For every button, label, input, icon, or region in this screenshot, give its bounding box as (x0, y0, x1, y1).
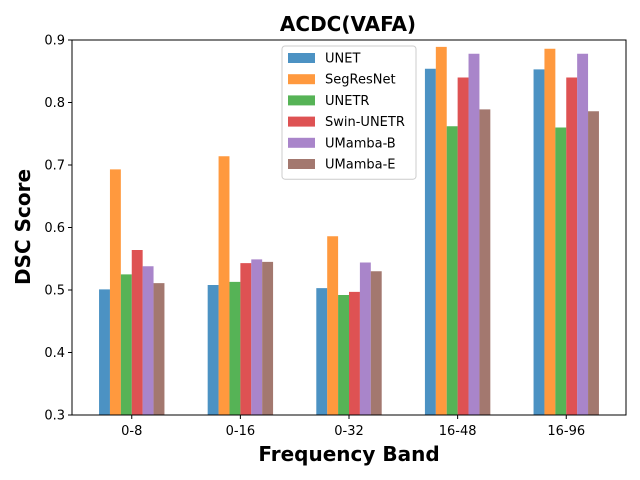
legend-label: UNETR (325, 94, 369, 109)
bar-unet-0-32 (316, 288, 328, 416)
bar-unetr-0-32 (338, 295, 349, 415)
bar-unet-0-8 (99, 289, 110, 416)
bar-umamba-b-0-8 (142, 266, 154, 415)
x-tick-label: 0-8 (121, 424, 142, 439)
bar-unet-0-16 (207, 285, 219, 415)
bar-umamba-b-0-16 (251, 259, 263, 416)
x-axis: 0-8 0-16 0-32 16-48 16-96 (121, 415, 585, 439)
bar-umamba-b-16-48 (468, 53, 480, 415)
bar-unetr-0-8 (120, 274, 132, 416)
legend-label: Swin-UNETR (325, 115, 405, 130)
bar-segresnet-0-8 (109, 169, 121, 415)
legend-swatch (288, 137, 315, 148)
legend-swatch (288, 74, 315, 85)
legend-swatch (288, 53, 315, 63)
bar-umamba-e-0-32 (370, 271, 382, 415)
bar-swin-unetr-0-32 (349, 291, 360, 416)
legend-label: SegResNet (325, 73, 396, 88)
bar-umamba-b-0-32 (359, 262, 371, 415)
bar-unetr-0-16 (229, 281, 241, 416)
y-tick-label: 0.8 (44, 96, 65, 111)
y-tick-label: 0.9 (44, 34, 65, 49)
y-tick-label: 0.7 (44, 159, 65, 174)
y-axis-title: DSC Score (11, 169, 35, 285)
bar-swin-unetr-0-16 (240, 263, 252, 416)
legend-swatch (288, 95, 315, 106)
bar-unet-16-96 (533, 69, 545, 415)
legend-label: UMamba-B (325, 136, 396, 151)
y-tick-label: 0.4 (44, 346, 65, 361)
bar-swin-unetr-16-96 (566, 77, 578, 415)
x-tick-label: 16-96 (547, 424, 585, 439)
legend-box (281, 45, 417, 180)
bar-unet-16-48 (424, 68, 436, 415)
chart-title: ACDC(VAFA) (280, 12, 416, 36)
bar-swin-unetr-16-48 (457, 77, 469, 415)
bar-unetr-16-96 (555, 127, 567, 415)
legend-swatch (288, 159, 315, 169)
y-tick-label: 0.3 (44, 409, 65, 424)
x-axis-title: Frequency Band (258, 442, 439, 466)
bar-umamba-e-16-96 (588, 111, 599, 415)
y-tick-label: 0.5 (44, 284, 65, 299)
bars-group (99, 46, 599, 416)
bar-segresnet-0-16 (218, 156, 230, 415)
x-tick-label: 0-16 (226, 424, 256, 439)
legend-swatch (288, 116, 315, 127)
bar-segresnet-16-96 (544, 48, 556, 415)
y-axis: 0.3 0.4 0.5 0.6 0.7 0.8 0.9 (44, 34, 72, 424)
legend-label: UNET (325, 52, 360, 67)
bar-umamba-e-16-48 (479, 109, 491, 416)
legend: UNET SegResNet UNETR Swin-UNETR UMamba-B UMam… (281, 45, 417, 180)
legend-label: UMamba-E (325, 158, 395, 173)
x-tick-label: 16-48 (439, 424, 477, 439)
bar-umamba-b-16-96 (577, 53, 589, 415)
x-tick-label: 0-32 (334, 424, 364, 439)
bar-segresnet-16-48 (435, 46, 447, 415)
y-tick-label: 0.6 (44, 221, 65, 236)
bar-unetr-16-48 (446, 126, 458, 415)
bar-swin-unetr-0-8 (131, 250, 143, 415)
bar-umamba-e-0-8 (153, 283, 165, 416)
bar-segresnet-0-32 (327, 236, 339, 415)
bar-umamba-e-0-16 (262, 261, 274, 416)
